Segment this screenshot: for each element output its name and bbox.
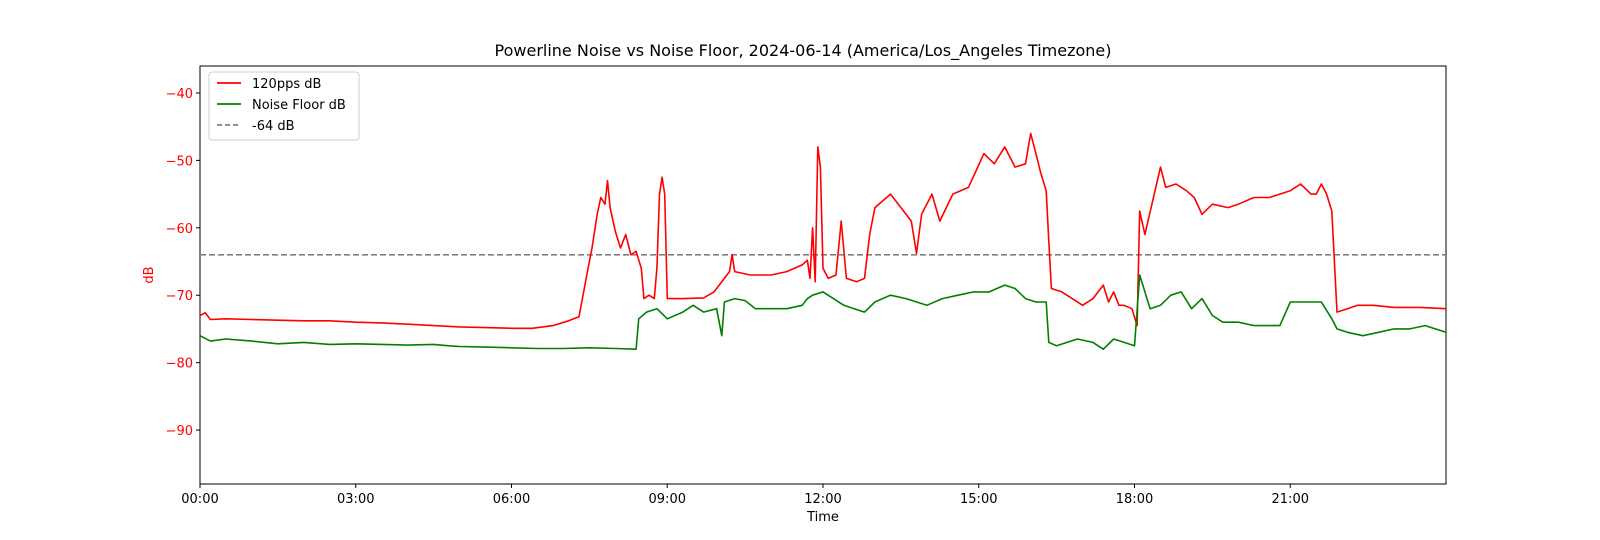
y-tick-label: −90 (166, 424, 193, 439)
series-layer (199, 132, 1447, 351)
x-tick-label: 06:00 (493, 492, 530, 507)
x-axis: 00:00 03:00 06:00 09:00 12:00 15:00 18:00 21:00 (181, 484, 1309, 507)
y-tick-label: −60 (166, 222, 193, 237)
legend-label-120pps: 120pps dB (252, 77, 321, 92)
legend-label-noise-floor: Noise Floor dB (252, 98, 346, 113)
x-tick-label: 00:00 (181, 492, 218, 507)
chart-title: Powerline Noise vs Noise Floor, 2024-06-… (495, 41, 1112, 61)
series-noise-floor-line (199, 274, 1447, 351)
legend: 120pps dB Noise Floor dB -64 dB (208, 71, 360, 141)
y-axis-label: dB (142, 266, 157, 283)
legend-box (208, 71, 360, 141)
x-tick-label: 12:00 (804, 492, 841, 507)
x-tick-label: 09:00 (649, 492, 686, 507)
y-tick-label: −40 (166, 87, 193, 102)
y-tick-label: −70 (166, 289, 193, 304)
x-tick-label: 03:00 (337, 492, 374, 507)
x-tick-label: 18:00 (1116, 492, 1153, 507)
y-tick-label: −80 (166, 357, 193, 372)
y-axis: −40 −50 −60 −70 −80 −90 (166, 87, 200, 439)
series-120pps-line (199, 132, 1447, 330)
x-axis-label: Time (806, 510, 839, 525)
plot-area: −40 −50 −60 −70 −80 −90 00:00 03:00 06:00 09:00 1… (166, 65, 1447, 507)
y-tick-label: −50 (166, 154, 193, 169)
legend-label-reference: -64 dB (252, 119, 295, 134)
x-tick-label: 15:00 (960, 492, 997, 507)
x-tick-label: 21:00 (1272, 492, 1309, 507)
